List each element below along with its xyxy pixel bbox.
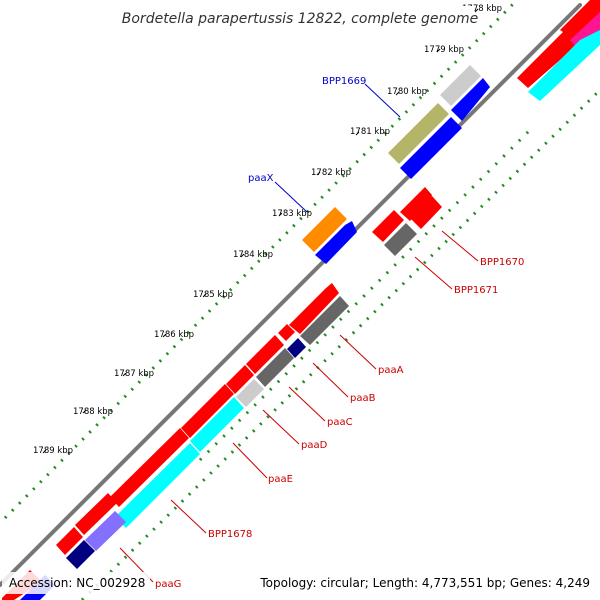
gene-label-paax[interactable]: paaX bbox=[248, 173, 274, 184]
tick-label: 1783 kbp bbox=[272, 209, 312, 219]
gene-feature bbox=[226, 365, 254, 394]
gene-label-bpp1678[interactable]: BPP1678 bbox=[208, 529, 252, 540]
gene-feature bbox=[410, 196, 442, 229]
outer-features bbox=[302, 65, 490, 264]
genome-summary-text: Topology: circular; Length: 4,773,551 bp… bbox=[259, 576, 590, 590]
tick-label: 1784 kbp bbox=[233, 250, 273, 260]
gene-feature bbox=[560, 0, 600, 38]
gene-feature bbox=[278, 324, 295, 341]
gene-label-paad[interactable]: paaD bbox=[301, 440, 328, 451]
gene-label-paac[interactable]: paaC bbox=[327, 417, 353, 428]
gene-feature bbox=[372, 210, 404, 242]
gene-feature bbox=[570, 12, 600, 52]
gene-feature bbox=[400, 117, 462, 179]
accession-text: Accession: NC_002928 bbox=[9, 576, 145, 590]
scale-tick-marks bbox=[42, 8, 479, 454]
footer-background-left bbox=[2, 572, 150, 594]
top-right-features bbox=[517, 0, 600, 101]
gene-feature-paac bbox=[256, 348, 294, 387]
tick-label: 1786 kbp bbox=[154, 330, 194, 340]
gene-feature-paaa bbox=[289, 283, 339, 334]
gene-label-paaa[interactable]: paaA bbox=[378, 365, 404, 376]
gene-feature-bpp1669 bbox=[388, 103, 449, 164]
gene-feature-paag bbox=[85, 511, 126, 551]
tick-label: 1779 kbp bbox=[424, 45, 464, 55]
gene-feature bbox=[75, 493, 117, 535]
gene-feature-bpp1678 bbox=[115, 443, 200, 528]
gene-feature-bpp1670 bbox=[400, 187, 432, 221]
gene-feature-paae bbox=[190, 397, 244, 452]
footer-background-right bbox=[255, 572, 597, 594]
gene-feature-paab bbox=[287, 338, 306, 358]
genome-backbone bbox=[0, 3, 582, 587]
tick-label: 1789 kbp bbox=[33, 446, 73, 456]
gene-feature bbox=[300, 296, 349, 345]
gene-feature bbox=[56, 527, 83, 555]
gene-feature bbox=[451, 78, 490, 121]
tick-label: 1787 kbp bbox=[114, 369, 154, 379]
tick-label: 1785 kbp bbox=[193, 290, 233, 300]
gene-labels: BPP1669 paaX BPP1670 BPP1671 paaA paaB p… bbox=[155, 76, 524, 590]
gene-feature bbox=[110, 428, 189, 507]
title-background bbox=[120, 6, 472, 28]
gene-feature bbox=[246, 335, 284, 374]
tick-label: 1782 kbp bbox=[311, 168, 351, 178]
gc-content-rings bbox=[3, 0, 600, 600]
gene-feature-paad bbox=[236, 379, 264, 407]
tick-label: 1781 kbp bbox=[350, 127, 390, 137]
middle-features bbox=[372, 187, 442, 256]
gene-feature-bpp1671 bbox=[384, 223, 417, 256]
inner-gc-marks bbox=[198, 128, 532, 462]
gene-feature-paax bbox=[302, 207, 347, 252]
gene-label-bpp1671[interactable]: BPP1671 bbox=[454, 285, 498, 296]
gene-feature bbox=[181, 384, 234, 438]
gene-label-paab[interactable]: paaB bbox=[350, 393, 376, 404]
tick-label: 1778 kbp bbox=[462, 4, 502, 14]
gene-label-paae[interactable]: paaE bbox=[268, 474, 293, 485]
gene-feature bbox=[440, 65, 481, 106]
gene-feature bbox=[315, 221, 357, 264]
gene-feature bbox=[528, 30, 600, 101]
tick-label: 1788 kbp bbox=[73, 407, 113, 417]
gene-label-paag[interactable]: paaG bbox=[155, 579, 181, 590]
gene-label-bpp1669[interactable]: BPP1669 bbox=[322, 76, 366, 87]
gene-feature bbox=[66, 540, 95, 569]
tick-label: 1780 kbp bbox=[387, 87, 427, 97]
gene-label-bpp1670[interactable]: BPP1670 bbox=[480, 257, 524, 268]
label-leaders bbox=[119, 83, 479, 583]
map-title: Bordetella parapertussis 12822, complete… bbox=[122, 11, 478, 27]
scale-tick-labels: 1778 kbp 1779 kbp 1780 kbp 1781 kbp 1782… bbox=[33, 4, 502, 456]
